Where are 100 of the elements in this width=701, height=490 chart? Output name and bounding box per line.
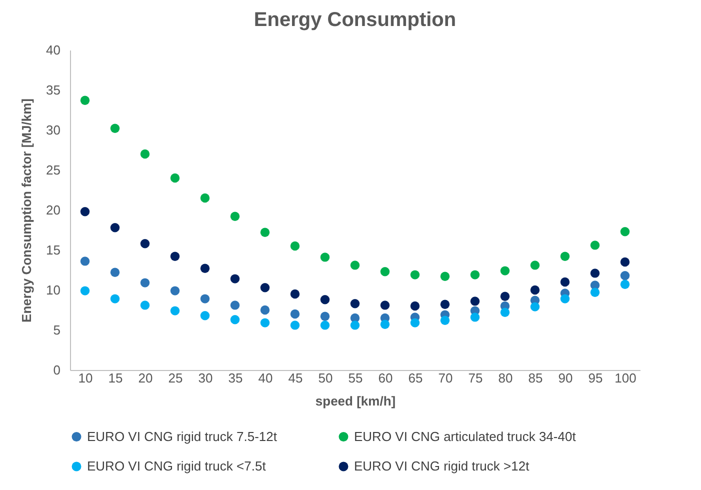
point [440,300,450,309]
point [290,289,300,299]
point [230,300,240,310]
x-tick-label: 50 [318,370,333,386]
y-tick-label: 0 [53,362,60,378]
point [290,241,300,251]
y-tick-label: 35 [46,82,60,98]
point [80,256,90,266]
point [110,268,120,277]
y-tick-label: 5 [53,322,60,338]
point [260,228,270,237]
point [200,294,210,304]
x-tick-label: 70 [438,370,453,386]
point [140,149,150,159]
point [530,260,540,270]
point [80,286,90,296]
point [320,295,330,304]
legend-label: EURO VI CNG rigid truck >12t [354,458,530,474]
point [290,320,300,330]
point [560,277,570,287]
point [140,300,150,310]
point [380,320,390,329]
point [290,309,300,319]
point [620,271,630,280]
point [620,227,630,236]
point [560,294,570,304]
point [500,266,510,276]
point [380,267,390,276]
y-tick-label: 40 [46,42,60,58]
x-tick-label: 100 [614,370,636,386]
point [350,299,360,308]
x-tick-label: 30 [198,370,213,386]
point [260,283,270,292]
point [530,285,540,295]
y-tick-label: 30 [46,122,60,138]
point [230,315,240,324]
y-tick-label: 10 [46,282,60,298]
point [350,260,360,270]
point [380,300,390,310]
point [530,302,540,312]
x-tick-label: 90 [558,370,573,386]
point [170,252,180,261]
x-axis-title: speed [km/h] [315,394,396,408]
point [140,278,150,288]
x-tick-label: 45 [288,370,303,386]
legend-label: EURO VI CNG rigid truck 7.5-12t [87,428,278,444]
point [590,268,600,278]
point [110,223,120,232]
y-axis-title: Energy Consumption factor [MJ/km] [19,98,34,322]
point [350,320,360,330]
x-tick-label: 60 [378,370,393,386]
point [320,312,330,321]
legend-label: EURO VI CNG rigid truck <7.5t [87,458,266,474]
y-tick-label: 20 [46,202,60,218]
y-tick-label: 15 [46,242,60,258]
chart-title: Energy Consumption [254,9,456,31]
point [140,239,150,248]
point [590,288,600,297]
point [410,301,420,311]
x-tick-label: 25 [168,370,183,386]
x-tick-label: 75 [468,370,483,386]
point [440,272,450,281]
x-tick-label: 35 [228,370,243,386]
point [620,257,630,267]
y-tick-label: 25 [46,162,60,178]
x-tick-label: 10 [78,370,93,386]
point [560,252,570,261]
point [470,296,480,306]
point [230,274,240,284]
x-tick-label: 85 [528,370,543,386]
point [470,270,480,280]
point [410,270,420,280]
point [440,316,450,325]
legend-label: EURO VI CNG articulated truck 34-40t [354,428,576,444]
point [260,318,270,328]
point [80,96,90,105]
point [200,311,210,320]
point [320,252,330,262]
x-tick-label: 15 [108,370,123,386]
point [110,294,120,304]
point [200,264,210,273]
point [410,318,420,328]
x-tick-label: 40 [258,370,273,386]
point [500,308,510,317]
x-tick-label: 65 [408,370,423,386]
point [260,305,270,315]
x-tick-label: 55 [348,370,363,386]
point [200,193,210,203]
point [110,124,120,133]
point [170,306,180,316]
x-tick-label: 20 [138,370,153,386]
point [500,292,510,301]
point [620,280,630,289]
point [470,312,480,322]
point [230,212,240,221]
point [80,207,90,216]
point [320,320,330,330]
point [170,286,180,296]
point [590,240,600,250]
point [170,173,180,183]
